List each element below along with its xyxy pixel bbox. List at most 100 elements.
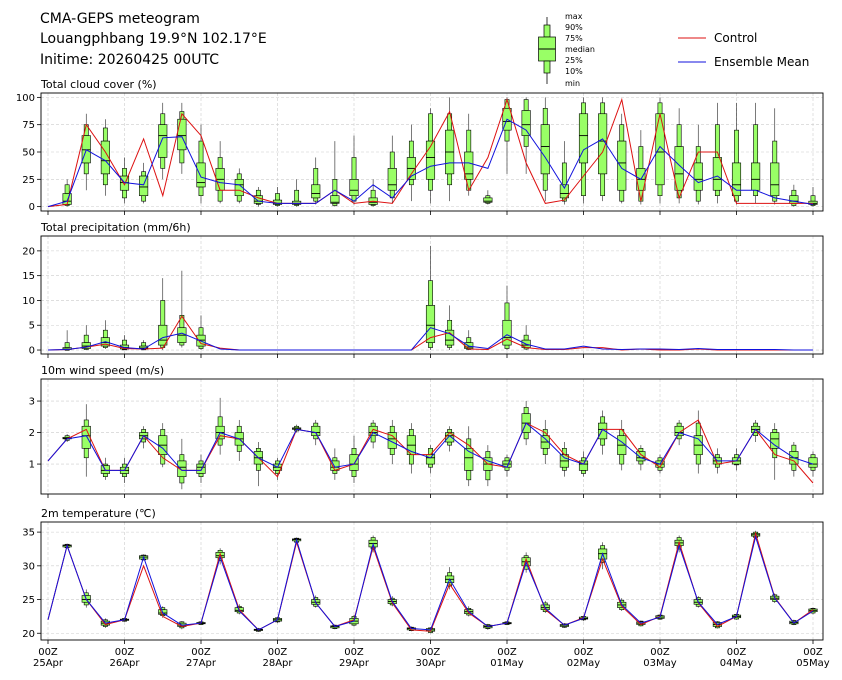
- box-iqr: [674, 425, 684, 437]
- y-tick-label: 3: [29, 397, 35, 408]
- box-p75-p90: [600, 416, 606, 424]
- box-iqr: [598, 422, 608, 440]
- box-p75-p90: [198, 460, 204, 465]
- x-label-time: 00Z: [421, 647, 441, 658]
- y-tick-label: 25: [22, 175, 35, 186]
- box-p75-p90: [122, 339, 127, 346]
- box-16: [349, 135, 359, 205]
- box-iqr: [349, 454, 359, 471]
- chart-title: CMA-GEPS meteogram: [40, 11, 200, 27]
- box-p10-p25: [619, 189, 625, 202]
- box-iqr: [559, 184, 569, 199]
- box-15: [330, 141, 340, 207]
- box-p75-p90: [466, 337, 472, 343]
- legend-boxplot-glyph: [538, 17, 556, 84]
- box-p75-p90: [332, 179, 338, 197]
- box-3: [100, 119, 110, 196]
- box-p75-p90: [523, 555, 529, 559]
- box-p75-p90: [160, 300, 166, 326]
- panel-2: 10m wind speed (m/s) 1 2 3: [29, 364, 824, 498]
- box-p10-p25: [370, 435, 376, 443]
- box-iqr: [387, 168, 397, 191]
- box-iqr: [483, 197, 493, 203]
- box-20: [425, 245, 436, 351]
- box-p10-p25: [428, 179, 433, 191]
- box-p75-p90: [217, 157, 223, 169]
- box-p10-p25: [408, 179, 414, 186]
- box-iqr: [636, 451, 646, 462]
- box-23: [483, 190, 493, 205]
- box-p10-p25: [447, 173, 453, 186]
- box-p10-p25: [504, 344, 510, 349]
- box-iqr: [425, 305, 436, 343]
- box-p10-p25: [351, 470, 357, 477]
- y-tick-label: 0: [29, 202, 35, 213]
- box-iqr: [349, 179, 359, 197]
- legend-median: median: [565, 45, 595, 54]
- y-tick-label: 20: [22, 629, 35, 640]
- box-p10-p25: [141, 195, 147, 202]
- box-p75-p90: [102, 329, 108, 338]
- panel-frame: [40, 378, 824, 495]
- box-p10-p25: [581, 470, 586, 474]
- y-tick-label: 10: [22, 296, 35, 307]
- box-iqr: [808, 200, 818, 205]
- box-p75-p90: [504, 302, 510, 321]
- box-p75-p90: [64, 342, 70, 348]
- box-p75-p90: [695, 422, 701, 437]
- box-iqr: [770, 432, 780, 449]
- box-p10-p25: [485, 470, 491, 481]
- box-p10-p25: [179, 342, 185, 346]
- box-p75-p90: [408, 140, 414, 158]
- box-p75-p90: [504, 457, 510, 462]
- panel-title: 10m wind speed (m/s): [41, 364, 164, 377]
- box-p75-p90: [236, 425, 242, 433]
- box-p75-p90: [753, 422, 759, 427]
- box-p75-p90: [370, 537, 376, 541]
- box-p75-p90: [351, 448, 357, 455]
- box-p75-p90: [657, 102, 663, 115]
- box-p75-p90: [734, 454, 739, 459]
- box-p75-p90: [600, 545, 606, 550]
- box-iqr: [425, 140, 436, 180]
- box-p75-p90: [217, 416, 223, 427]
- panel-title: Total cloud cover (%): [40, 78, 157, 91]
- box-p10-p25: [255, 463, 261, 471]
- box-p10-p25: [102, 173, 108, 186]
- box-p75-p90: [141, 171, 147, 177]
- y-tick-label: 100: [16, 93, 35, 104]
- box-20: [425, 445, 436, 474]
- box-p10-p25: [542, 448, 548, 455]
- x-label-date: 02May: [567, 658, 600, 669]
- legend-p75: 75%: [565, 34, 583, 43]
- box-p75-p90: [83, 334, 89, 343]
- box-p75-p90: [428, 280, 433, 306]
- box-p10-p25: [714, 189, 720, 197]
- box-7: [177, 270, 187, 348]
- box-p75-p90: [810, 454, 816, 459]
- panel-3: 2m temperature (℃) 20 25 30 35: [22, 507, 824, 644]
- box-p75-p90: [523, 407, 529, 414]
- box-10: [234, 419, 244, 461]
- y-tick-label: 25: [22, 595, 35, 606]
- box-iqr: [502, 319, 512, 346]
- box-p75-p90: [351, 157, 357, 180]
- control-line: [47, 419, 814, 484]
- box-p10-p25: [198, 473, 204, 477]
- box-p75-p90: [428, 113, 433, 142]
- box-p75-p90: [714, 454, 720, 459]
- box-p75-p90: [561, 162, 567, 186]
- chart-location: Louangphbang 19.9°N 102.17°E: [40, 31, 267, 47]
- control-line: [47, 531, 814, 632]
- box-31: [636, 130, 646, 205]
- legend-mean-label: Ensemble Mean: [714, 55, 809, 69]
- box-iqr: [234, 179, 244, 197]
- box-p75-p90: [428, 448, 433, 455]
- box-p10-p25: [600, 438, 606, 446]
- box-p75-p90: [408, 429, 414, 437]
- box-p10-p25: [408, 454, 414, 465]
- box-p10-p25: [581, 162, 586, 197]
- x-label-time: 00Z: [650, 647, 670, 658]
- box-p75-p90: [294, 189, 300, 202]
